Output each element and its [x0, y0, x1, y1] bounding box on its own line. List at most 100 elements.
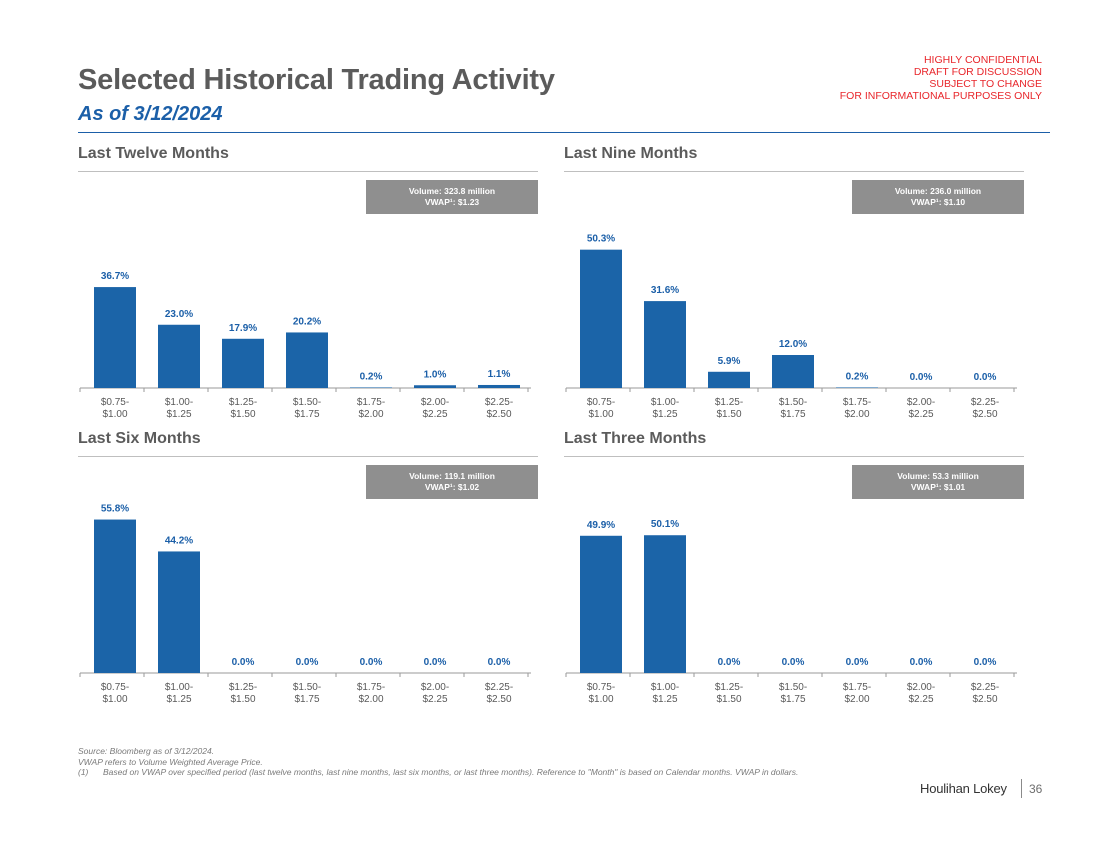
bar-value-label: 31.6%: [651, 285, 679, 296]
x-tick-label: $2.50: [486, 409, 511, 420]
volume-label: Volume: 119.1 million: [409, 471, 495, 481]
x-tick-label: $0.75-: [587, 397, 615, 408]
x-tick-label: $1.00: [102, 409, 127, 420]
x-tick-label: $2.00: [358, 694, 383, 705]
chart-panel-ltm: Last Twelve Months Volume: 323.8 million…: [78, 145, 538, 430]
bar-chart-l6m: 55.8% $0.75-$1.00 44.2% $1.00-$1.25 0.0% $1.2…: [79, 504, 531, 705]
bar-chart-ltm: 36.7% $0.75-$1.00 23.0% $1.00-$1.25 17.9% $1.…: [79, 271, 531, 420]
x-tick-label: $2.00-: [421, 397, 449, 408]
x-tick-label: $1.00-: [651, 682, 679, 693]
footnote-number: (1): [78, 767, 89, 777]
bar-4: [836, 387, 878, 388]
x-tick-label: $0.75-: [587, 682, 615, 693]
chart-panel-l6m: Last Six Months Volume: 119.1 million VW…: [78, 430, 538, 715]
bar-0: [94, 519, 136, 673]
bar-value-label: 44.2%: [165, 535, 193, 546]
chart-title-divider: [78, 456, 538, 457]
x-tick-label: $2.50: [972, 409, 997, 420]
bar-1: [644, 535, 686, 673]
x-tick-label: $1.00-: [651, 397, 679, 408]
confidential-line: FOR INFORMATIONAL PURPOSES ONLY: [839, 90, 1042, 102]
bar-value-label: 0.2%: [846, 371, 869, 382]
page-number: 36: [1029, 782, 1043, 796]
volume-label: Volume: 236.0 million: [894, 186, 982, 196]
vwap-label: VWAP¹: $1.10: [910, 197, 966, 207]
x-tick-label: $2.25: [908, 409, 933, 420]
bar-chart-l9m: 50.3% $0.75-$1.00 31.6% $1.00-$1.25 5.9% $1.2…: [565, 234, 1017, 420]
chart-title: Last Nine Months: [564, 145, 698, 162]
chart-title-divider: [564, 171, 1024, 172]
x-tick-label: $1.25: [652, 409, 677, 420]
x-tick-label: $2.00: [358, 409, 383, 420]
x-tick-label: $1.00: [588, 694, 613, 705]
x-tick-label: $1.00-: [165, 397, 193, 408]
x-tick-label: $1.75: [294, 694, 319, 705]
bar-value-label: 0.0%: [974, 372, 997, 383]
x-tick-label: $1.00: [102, 694, 127, 705]
x-tick-label: $2.25-: [485, 397, 513, 408]
x-tick-label: $1.50-: [293, 397, 321, 408]
x-tick-label: $2.50: [486, 694, 511, 705]
bar-5: [414, 385, 456, 388]
x-tick-label: $2.00-: [421, 682, 449, 693]
bar-value-label: 12.0%: [779, 339, 807, 350]
volume-label: Volume: 323.8 million: [408, 186, 496, 196]
chart-title-divider: [564, 456, 1024, 457]
bar-value-label: 50.3%: [587, 234, 615, 245]
x-tick-label: $2.00-: [907, 397, 935, 408]
bar-value-label: 0.0%: [718, 657, 741, 668]
x-tick-label: $1.75: [294, 409, 319, 420]
page-subtitle: As of 3/12/2024: [78, 103, 223, 125]
bar-value-label: 36.7%: [101, 271, 129, 282]
page-title: Selected Historical Trading Activity: [78, 64, 555, 96]
x-tick-label: $1.50: [716, 694, 741, 705]
bar-6: [478, 384, 520, 388]
bar-2: [708, 371, 750, 388]
header-divider: [78, 132, 1050, 133]
bar-value-label: 0.0%: [360, 657, 383, 668]
bar-4: [350, 387, 392, 388]
footnotes: Source: Bloomberg as of 3/12/2024. VWAP …: [78, 746, 878, 778]
x-tick-label: $1.75-: [357, 397, 385, 408]
bar-value-label: 0.0%: [782, 657, 805, 668]
bar-value-label: 0.2%: [360, 371, 383, 382]
bar-0: [580, 535, 622, 673]
bar-0: [94, 287, 136, 388]
x-tick-label: $1.75: [780, 409, 805, 420]
bar-value-label: 0.0%: [974, 657, 997, 668]
bar-chart-l3m: 49.9% $0.75-$1.00 50.1% $1.00-$1.25 0.0% $1.2…: [565, 519, 1017, 705]
brand-logo: Houlihan Lokey: [920, 781, 1007, 796]
x-tick-label: $1.25-: [229, 397, 257, 408]
volume-vwap-box: Volume: 53.3 million VWAP¹: $1.01: [852, 465, 1024, 499]
bar-value-label: 49.9%: [587, 520, 615, 531]
x-tick-label: $1.75-: [843, 397, 871, 408]
vwap-label: VWAP¹: $1.02: [424, 482, 480, 492]
bar-value-label: 50.1%: [651, 519, 679, 530]
x-tick-label: $1.25-: [715, 682, 743, 693]
confidential-notice: HIGHLY CONFIDENTIAL DRAFT FOR DISCUSSION…: [840, 54, 1042, 102]
chart-title-divider: [78, 171, 538, 172]
bar-value-label: 0.0%: [296, 657, 319, 668]
x-tick-label: $1.50: [230, 694, 255, 705]
confidential-line: HIGHLY CONFIDENTIAL: [923, 54, 1042, 66]
source-note: Source: Bloomberg as of 3/12/2024.: [78, 746, 215, 756]
x-tick-label: $1.50-: [779, 397, 807, 408]
vwap-label: VWAP¹: $1.23: [424, 197, 480, 207]
footnote-1: (1) Based on VWAP over specified period …: [78, 767, 878, 778]
x-tick-label: $2.00: [844, 409, 869, 420]
bar-value-label: 0.0%: [424, 657, 447, 668]
x-tick-label: $1.25-: [229, 682, 257, 693]
chart-title: Last Six Months: [78, 430, 201, 447]
volume-vwap-box: Volume: 119.1 million VWAP¹: $1.02: [366, 465, 538, 499]
x-tick-label: $2.50: [972, 694, 997, 705]
bar-value-label: 5.9%: [718, 356, 741, 367]
bar-value-label: 20.2%: [293, 316, 321, 327]
x-tick-label: $2.00-: [907, 682, 935, 693]
x-tick-label: $2.25: [422, 694, 447, 705]
bar-value-label: 23.0%: [165, 309, 193, 320]
footer-divider: [1021, 779, 1022, 798]
x-tick-label: $2.25-: [485, 682, 513, 693]
footnote-text: Based on VWAP over specified period (las…: [103, 767, 799, 777]
x-tick-label: $1.25: [166, 409, 191, 420]
x-tick-label: $2.00: [844, 694, 869, 705]
